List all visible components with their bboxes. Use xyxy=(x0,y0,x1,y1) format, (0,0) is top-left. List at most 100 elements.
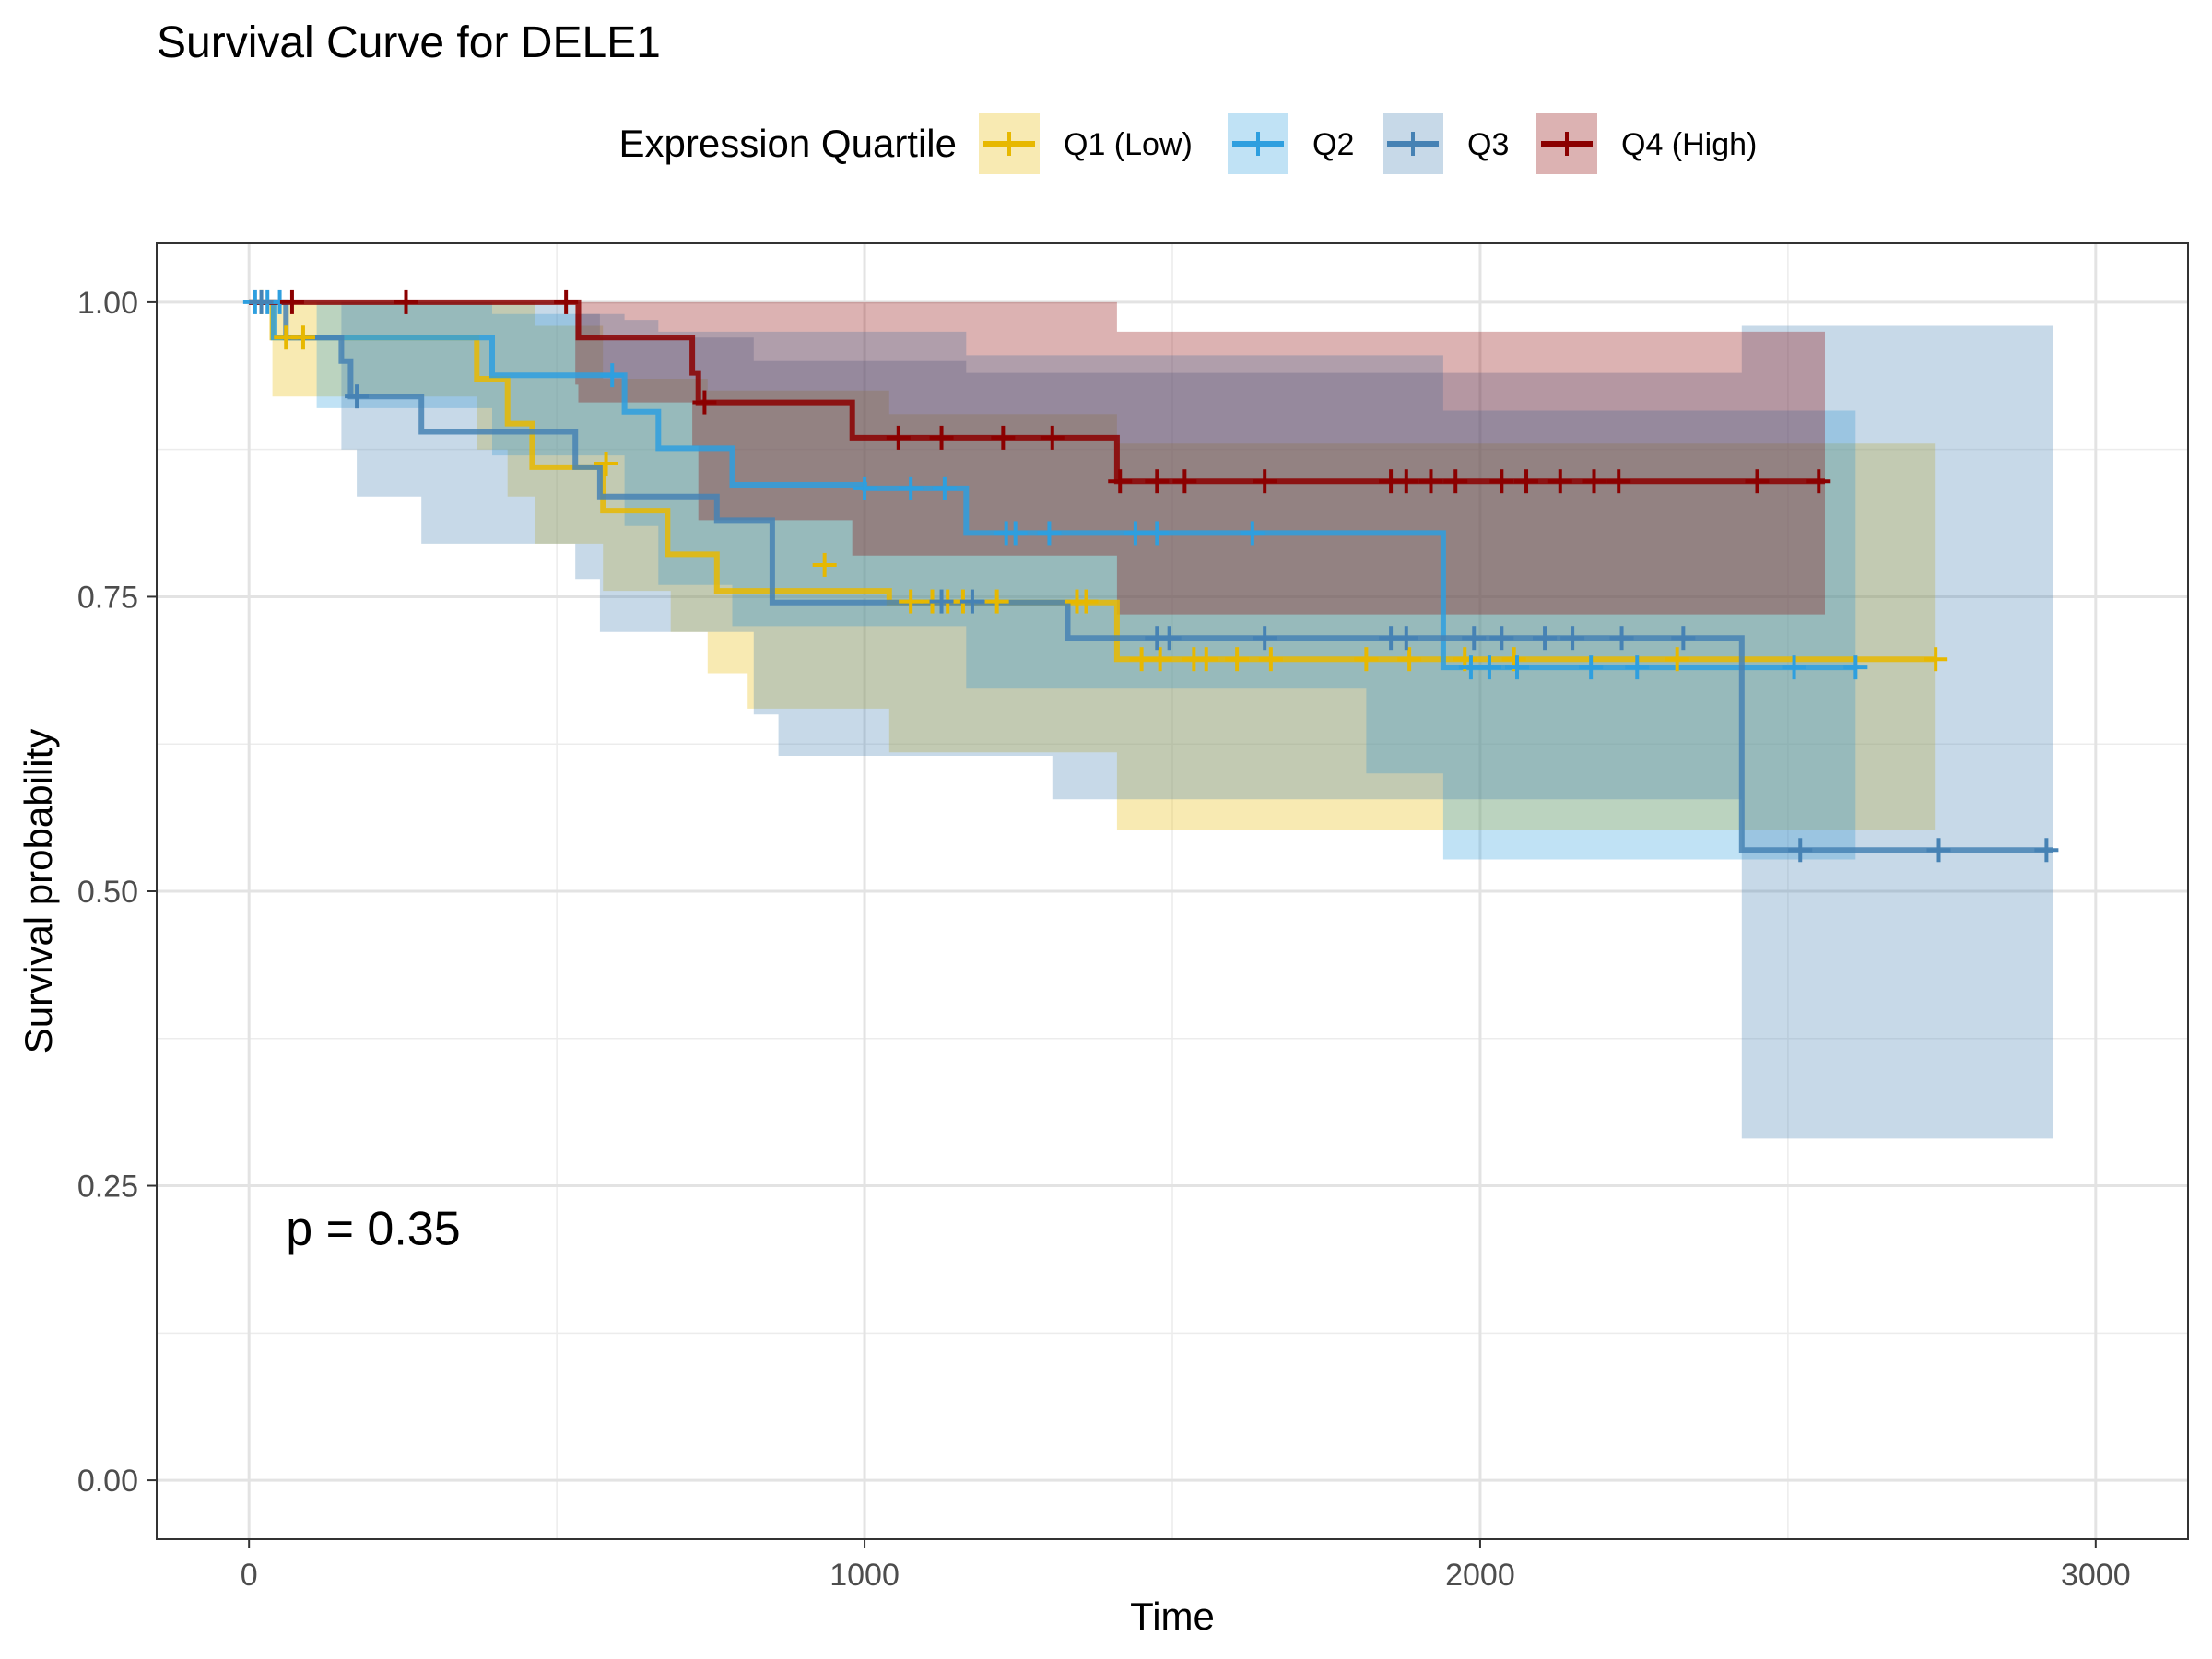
censor-mark xyxy=(1253,626,1277,651)
censor-mark xyxy=(1157,626,1182,651)
y-tick-label: 0.75 xyxy=(77,580,138,615)
legend-label: Q2 xyxy=(1312,127,1354,162)
censor-mark xyxy=(1172,469,1197,494)
censor-mark xyxy=(554,289,579,314)
y-tick-label: 0.00 xyxy=(77,1464,138,1499)
censor-marks xyxy=(242,289,2059,863)
censor-mark xyxy=(1514,469,1539,494)
censor-mark xyxy=(1394,469,1418,494)
censor-mark xyxy=(886,425,911,450)
axes: 0 1000 2000 3000 0.00 0.25 0.50 0.75 1.00 xyxy=(77,286,2131,1593)
x-tick-label: 3000 xyxy=(2061,1558,2131,1593)
censor-mark xyxy=(1489,626,1514,651)
x-tick-label: 1000 xyxy=(830,1558,900,1593)
censor-mark xyxy=(1354,647,1379,672)
legend-title: Expression Quartile xyxy=(619,122,958,165)
censor-mark xyxy=(1606,469,1631,494)
censor-mark xyxy=(1147,647,1172,672)
confidence-band-4 xyxy=(249,301,1826,615)
censor-mark xyxy=(1547,469,1572,494)
censor-mark xyxy=(1843,655,1868,680)
censor-mark xyxy=(1625,655,1650,680)
censor-mark xyxy=(345,384,370,409)
censor-mark xyxy=(1462,626,1487,651)
censor-mark xyxy=(1924,647,1948,672)
censor-mark xyxy=(2034,838,2059,863)
censor-mark xyxy=(594,452,618,477)
censor-mark xyxy=(1145,521,1170,546)
legend-items: Q1 (Low) Q2 Q3 Q4 (High) xyxy=(979,113,1757,174)
censor-mark xyxy=(899,589,924,614)
censor-mark xyxy=(1609,626,1634,651)
y-axis-label: Survival probability xyxy=(17,729,60,1054)
censor-mark xyxy=(1443,469,1468,494)
censor-mark xyxy=(600,363,625,388)
grid xyxy=(157,243,2188,1539)
censor-mark xyxy=(812,552,837,577)
censor-mark xyxy=(1926,838,1951,863)
censor-mark xyxy=(959,589,984,614)
censor-mark xyxy=(899,476,924,500)
censor-mark xyxy=(853,476,877,500)
censor-mark xyxy=(1394,626,1418,651)
censor-mark xyxy=(1782,655,1806,680)
legend-label: Q3 xyxy=(1467,127,1509,162)
x-axis-label: Time xyxy=(1130,1594,1215,1638)
censor-mark xyxy=(692,390,717,415)
censor-mark xyxy=(1665,647,1689,672)
censor-mark xyxy=(932,476,957,500)
censor-mark xyxy=(394,289,418,314)
censor-mark xyxy=(1037,521,1062,546)
survival-curve-4 xyxy=(249,299,1825,485)
x-tick-label: 2000 xyxy=(1445,1558,1515,1593)
censor-mark xyxy=(290,325,315,350)
censor-mark xyxy=(1225,647,1250,672)
y-tick-label: 0.50 xyxy=(77,875,138,910)
censor-mark xyxy=(1003,521,1028,546)
plot-area: p = 0.35 xyxy=(156,242,2189,1540)
censor-mark xyxy=(1579,655,1604,680)
censor-mark xyxy=(1477,655,1501,680)
censor-mark xyxy=(1533,626,1558,651)
censor-mark xyxy=(1489,469,1514,494)
legend: Expression Quartile Q1 (Low) Q2 Q3 Q4 (High… xyxy=(619,113,1757,174)
censor-mark xyxy=(1194,647,1218,672)
survival-curve-2 xyxy=(249,299,1856,671)
censor-mark xyxy=(1806,469,1831,494)
y-tick-label: 0.25 xyxy=(77,1170,138,1205)
censor-mark xyxy=(1145,469,1170,494)
censor-mark xyxy=(1074,589,1099,614)
legend-item-1: Q1 (Low) xyxy=(979,113,1193,174)
censor-mark xyxy=(1123,521,1147,546)
censor-mark xyxy=(929,425,954,450)
confidence-band-3 xyxy=(249,301,2053,1139)
censor-mark xyxy=(991,425,1016,450)
censor-mark xyxy=(1418,469,1443,494)
censor-mark xyxy=(1745,469,1770,494)
censor-mark xyxy=(1671,626,1696,651)
confidence-band-1 xyxy=(249,301,1936,830)
censor-mark xyxy=(279,289,304,314)
censor-mark xyxy=(984,589,1009,614)
legend-label: Q4 (High) xyxy=(1621,127,1757,162)
censor-mark xyxy=(1788,838,1813,863)
legend-item-2: Q2 xyxy=(1228,113,1354,174)
censor-mark xyxy=(1258,647,1283,672)
censor-mark xyxy=(1240,521,1265,546)
censor-mark xyxy=(1505,655,1530,680)
confidence-band-2 xyxy=(249,301,1856,860)
chart-title: Survival Curve for DELE1 xyxy=(157,18,661,67)
legend-item-3: Q3 xyxy=(1382,113,1509,174)
censor-mark xyxy=(1582,469,1606,494)
censor-mark xyxy=(1397,647,1422,672)
censor-mark xyxy=(1108,469,1133,494)
x-tick-label: 0 xyxy=(241,1558,258,1593)
confidence-bands xyxy=(249,301,2053,1139)
censor-mark xyxy=(1040,425,1065,450)
p-value-annotation: p = 0.35 xyxy=(286,1202,460,1255)
censor-mark xyxy=(249,289,274,314)
censor-mark xyxy=(1560,626,1585,651)
censor-mark xyxy=(929,589,954,614)
legend-label: Q1 (Low) xyxy=(1064,127,1193,162)
